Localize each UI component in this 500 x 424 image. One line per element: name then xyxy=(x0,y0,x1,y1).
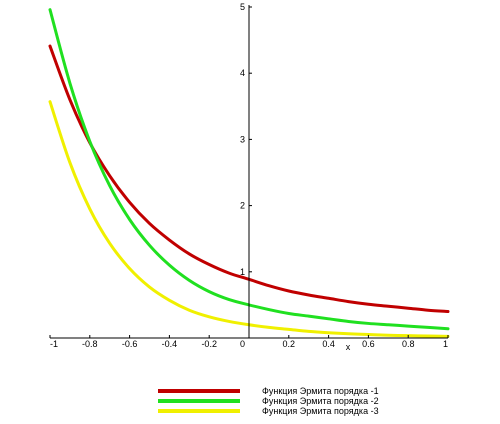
legend-label-2: Функция Эрмита порядка -2 xyxy=(262,396,379,406)
x-tick-label: 0.2 xyxy=(283,339,296,349)
y-tick-label: 2 xyxy=(240,201,245,211)
y-tick-label: 5 xyxy=(240,2,245,12)
axes-layer: -1 -0.8 -0.6 -0.4 -0.2 0 0.2 0.4 0.6 0.8 1 1 2 3 4 5 x xyxy=(49,2,449,352)
legend-label-3: Функция Эрмита порядка -3 xyxy=(262,406,379,416)
legend-label-1: Функция Эрмита порядка -1 xyxy=(262,386,379,396)
x-axis-label: x xyxy=(346,342,351,352)
x-tick-label: -0.2 xyxy=(201,339,217,349)
y-tick-label: 3 xyxy=(240,134,245,144)
x-tick-label: 0.6 xyxy=(362,339,375,349)
x-tick-label: 0.4 xyxy=(322,339,335,349)
x-tick-label: 1 xyxy=(443,339,448,349)
x-tick-label: -0.6 xyxy=(122,339,138,349)
x-tick-label: -1 xyxy=(50,339,58,349)
y-tick-label: 1 xyxy=(240,267,245,277)
x-tick-label: 0 xyxy=(240,339,245,349)
x-tick-label: -0.8 xyxy=(82,339,98,349)
x-tick-label: 0.8 xyxy=(402,339,415,349)
y-tick-label: 4 xyxy=(240,68,245,78)
x-tick-label: -0.4 xyxy=(162,339,178,349)
